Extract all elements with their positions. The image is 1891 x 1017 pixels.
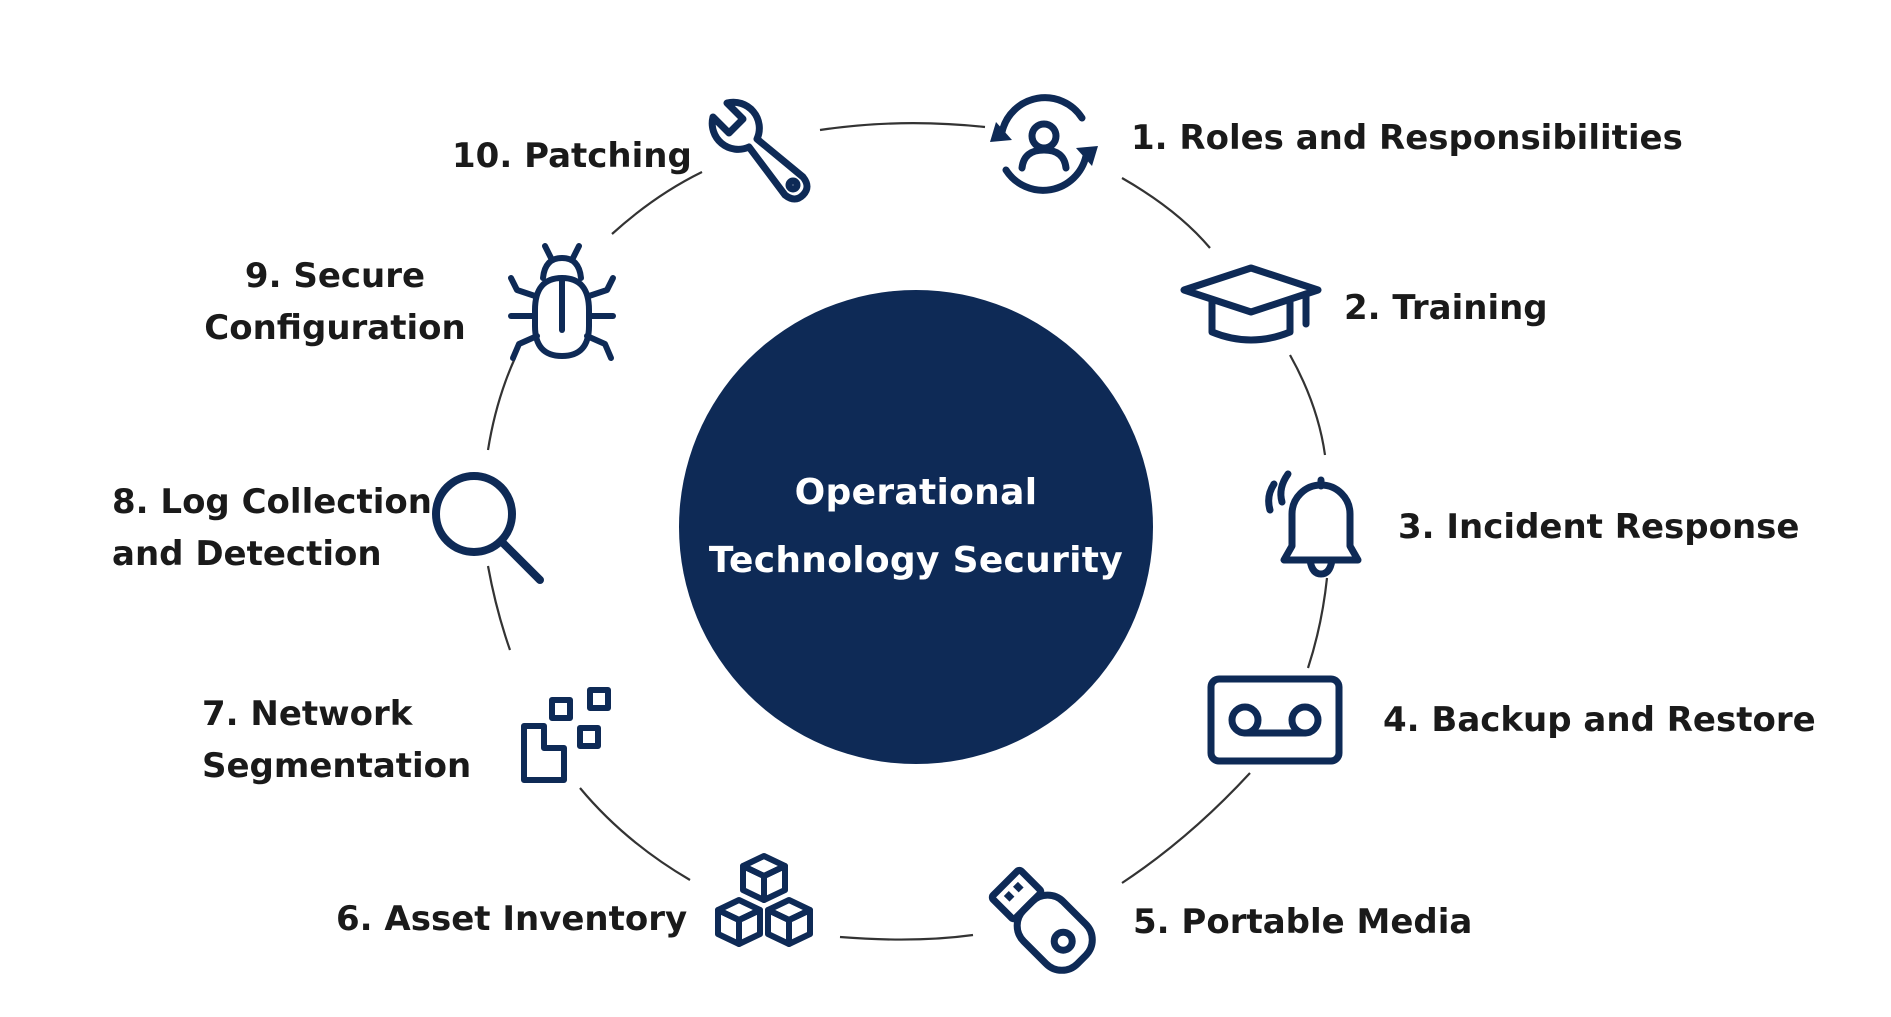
ring-arc <box>579 787 691 881</box>
center-title-line1: Operational <box>794 472 1038 513</box>
bug-icon <box>505 240 619 364</box>
cube-left <box>715 897 763 947</box>
wrench-icon <box>705 95 815 205</box>
ring-arc <box>486 357 517 451</box>
label-log-collection: 8. Log Collection and Detection <box>112 476 432 580</box>
graduation-cap-icon <box>1178 262 1324 346</box>
center-circle: Operational Technology Security <box>679 290 1153 764</box>
segmentation-icon <box>518 686 618 786</box>
label-backup-restore: 4. Backup and Restore <box>1383 700 1816 740</box>
ring-arc <box>1306 577 1329 669</box>
bell-alert-icon <box>1258 460 1370 578</box>
label-secure-configuration-line2: Configuration <box>204 308 466 348</box>
ring-arc <box>486 565 512 651</box>
label-secure-configuration: 9. Secure Configuration <box>200 250 470 354</box>
ring-arc <box>1121 177 1211 249</box>
label-secure-configuration-line1: 9. Secure <box>244 256 426 296</box>
usb-drive-icon <box>982 860 1102 980</box>
ring-arc <box>1121 772 1251 884</box>
label-log-collection-line1: 8. Log Collection <box>112 482 432 522</box>
tape-backup-icon <box>1207 675 1343 765</box>
ring-arc <box>839 933 974 941</box>
roles-cycle-icon <box>984 84 1104 204</box>
label-portable-media: 5. Portable Media <box>1133 902 1473 942</box>
label-training: 2. Training <box>1344 288 1548 328</box>
label-network-segmentation: 7. Network Segmentation <box>202 688 471 792</box>
ring-arc <box>611 171 703 235</box>
label-network-segmentation-line2: Segmentation <box>202 746 472 786</box>
label-roles-responsibilities: 1. Roles and Responsibilities <box>1131 118 1683 158</box>
label-patching: 10. Patching <box>452 136 692 176</box>
magnifier-icon <box>430 470 546 586</box>
cube-right <box>765 897 813 947</box>
label-log-collection-line2: and Detection <box>112 534 382 574</box>
center-title-line2: Technology Security <box>708 540 1124 581</box>
label-incident-response: 3. Incident Response <box>1398 507 1800 547</box>
ring-arc <box>1289 354 1327 456</box>
label-network-segmentation-line1: 7. Network <box>202 694 413 734</box>
cube-top <box>740 853 788 903</box>
ring-arc <box>819 122 986 132</box>
cubes-icon <box>707 850 821 964</box>
label-asset-inventory: 6. Asset Inventory <box>336 899 688 939</box>
